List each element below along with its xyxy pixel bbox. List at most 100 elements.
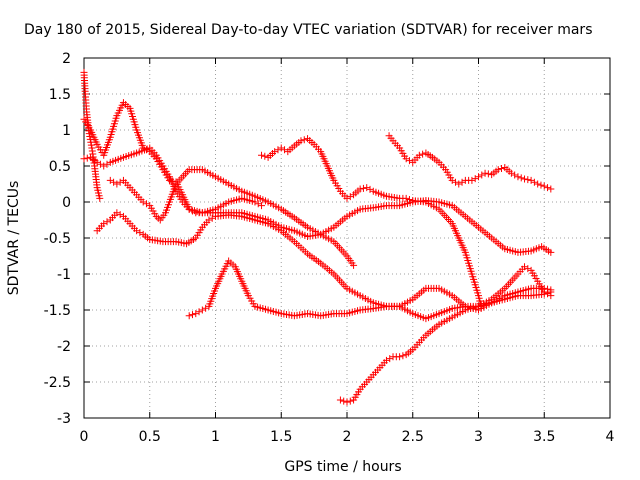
data-point-marker	[382, 356, 390, 364]
data-point-marker	[86, 132, 94, 140]
data-point-marker	[507, 169, 515, 177]
data-points	[80, 68, 555, 406]
data-point-marker	[258, 202, 266, 210]
data-point-marker	[96, 194, 104, 202]
data-point-marker	[405, 157, 413, 165]
data-point-marker	[139, 198, 147, 206]
data-point-marker	[359, 184, 367, 192]
data-point-marker	[271, 148, 279, 156]
data-point-marker	[402, 155, 410, 163]
data-point-marker	[511, 171, 519, 179]
y-axis-label: SDTVAR / TECUs	[6, 181, 22, 296]
data-point-marker	[202, 304, 210, 312]
y-tick-label: -1	[57, 267, 71, 283]
data-point-marker	[481, 169, 489, 177]
data-point-marker	[110, 178, 118, 186]
data-point-marker	[547, 288, 555, 296]
grid-layer	[84, 58, 610, 418]
data-point-marker	[142, 200, 150, 208]
data-point-marker	[103, 160, 111, 168]
data-point-marker	[451, 178, 459, 186]
data-point-marker	[343, 398, 351, 406]
data-point-marker	[415, 151, 423, 159]
data-point-marker	[116, 211, 124, 219]
data-point-marker	[198, 306, 206, 314]
data-point-marker	[527, 176, 535, 184]
y-tick-label: 0	[62, 195, 71, 211]
data-point-marker	[517, 174, 525, 182]
data-point-marker	[205, 216, 213, 224]
x-tick-label: 4	[606, 429, 615, 445]
data-point-marker	[103, 218, 111, 226]
data-point-marker	[346, 193, 354, 201]
data-point-marker	[547, 185, 555, 193]
data-point-marker	[100, 220, 108, 228]
data-point-marker	[195, 308, 203, 316]
data-point-marker	[113, 180, 121, 188]
x-tick-label: 2	[343, 429, 352, 445]
data-point-marker	[336, 396, 344, 404]
data-point-marker	[524, 265, 532, 273]
data-point-marker	[277, 144, 285, 152]
data-point-marker	[494, 166, 502, 174]
data-point-marker	[547, 248, 555, 256]
y-tick-label: -1.5	[44, 303, 71, 319]
x-tick-label: 1.5	[270, 429, 292, 445]
data-point-marker	[113, 209, 121, 217]
data-point-marker	[366, 185, 374, 193]
data-point-marker	[471, 175, 479, 183]
data-point-marker	[208, 214, 216, 222]
data-point-marker	[405, 195, 413, 203]
data-point-marker	[300, 136, 308, 144]
data-point-marker	[133, 227, 141, 235]
x-tick-label: 3.5	[533, 429, 555, 445]
data-point-marker	[386, 355, 394, 363]
x-tick-label: 0	[80, 429, 89, 445]
data-point-marker	[93, 158, 101, 166]
data-point-marker	[399, 352, 407, 360]
data-point-marker	[363, 184, 371, 192]
data-point-marker	[455, 180, 463, 188]
data-point-marker	[136, 229, 144, 237]
data-point-marker	[185, 312, 193, 320]
data-point-marker	[274, 146, 282, 154]
data-point-marker	[350, 261, 358, 269]
y-tick-label: 2	[62, 51, 71, 67]
data-point-marker	[544, 289, 552, 297]
data-point-marker	[254, 200, 262, 208]
data-point-marker	[96, 160, 104, 168]
data-point-marker	[530, 178, 538, 186]
y-tick-label: 1	[62, 123, 71, 139]
data-point-marker	[80, 155, 88, 163]
data-point-marker	[540, 290, 548, 298]
y-tick-label: -2.5	[44, 375, 71, 391]
data-point-marker	[83, 154, 91, 162]
y-tick-label: -0.5	[44, 231, 71, 247]
y-tick-label: 0.5	[49, 159, 71, 175]
data-point-marker	[261, 152, 269, 160]
data-point-marker	[458, 178, 466, 186]
data-point-marker	[106, 176, 114, 184]
x-tick-label: 1	[211, 429, 220, 445]
data-point-marker	[524, 176, 532, 184]
data-point-marker	[402, 194, 410, 202]
data-point-marker	[356, 185, 364, 193]
data-point-marker	[258, 151, 266, 159]
data-point-marker	[192, 310, 200, 318]
data-point-marker	[340, 397, 348, 405]
data-point-marker	[188, 311, 196, 319]
y-tick-label: 1.5	[49, 87, 71, 103]
data-point-marker	[498, 165, 506, 173]
data-point-marker	[521, 263, 529, 271]
data-point-marker	[116, 178, 124, 186]
data-point-marker	[297, 137, 305, 145]
x-tick-label: 0.5	[139, 429, 161, 445]
data-point-marker	[346, 397, 354, 405]
data-point-marker	[484, 170, 492, 178]
data-point-marker	[87, 141, 95, 149]
x-tick-label: 2.5	[402, 429, 424, 445]
x-tick-label: 3	[474, 429, 483, 445]
x-axis-label: GPS time / hours	[284, 459, 401, 475]
chart-title: Day 180 of 2015, Sidereal Day-to-day VTE…	[24, 22, 592, 38]
